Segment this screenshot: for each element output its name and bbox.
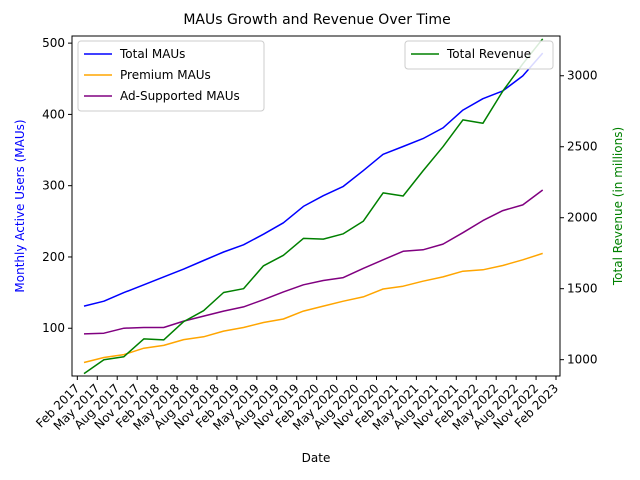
- y-axis-left-label: Monthly Active Users (MAUs): [13, 119, 27, 292]
- plot-lines: [83, 38, 544, 375]
- y-axis-right-label: Total Revenue (in millions): [611, 127, 625, 286]
- y-left-tick-label: 300: [42, 179, 65, 193]
- y-axis-left: 100 200 300 400 500: [42, 36, 72, 335]
- legend-left: Total MAUs Premium MAUs Ad-Supported MAUs: [77, 40, 265, 112]
- chart-title: MAUs Growth and Revenue Over Time: [183, 12, 450, 28]
- legend-label: Ad-Supported MAUs: [120, 89, 240, 103]
- legend-right: Total Revenue: [404, 40, 554, 70]
- series-line-2: [83, 189, 544, 335]
- legend-label: Total Revenue: [446, 47, 531, 61]
- y-left-tick-label: 400: [42, 107, 65, 121]
- legend-label: Total MAUs: [119, 47, 185, 61]
- y-left-tick-label: 100: [42, 321, 65, 335]
- series-line-0: [83, 52, 544, 307]
- y-right-tick-label: 1500: [567, 282, 598, 296]
- y-right-tick-label: 2000: [567, 211, 598, 225]
- y-right-tick-label: 3000: [567, 69, 598, 83]
- plot-frame: [71, 35, 561, 377]
- legend-label: Premium MAUs: [120, 68, 211, 82]
- series-line-3: [83, 38, 544, 375]
- y-right-tick-label: 2500: [567, 140, 598, 154]
- legend-box: [404, 40, 554, 70]
- y-right-tick-label: 1000: [567, 353, 598, 367]
- x-axis-label: Date: [302, 451, 331, 465]
- y-left-tick-label: 200: [42, 250, 65, 264]
- y-axis-right: 1000 1500 2000 2500 3000: [560, 69, 598, 367]
- y-left-tick-label: 500: [42, 36, 65, 50]
- legend-box: [77, 40, 265, 112]
- series-line-1: [83, 252, 543, 364]
